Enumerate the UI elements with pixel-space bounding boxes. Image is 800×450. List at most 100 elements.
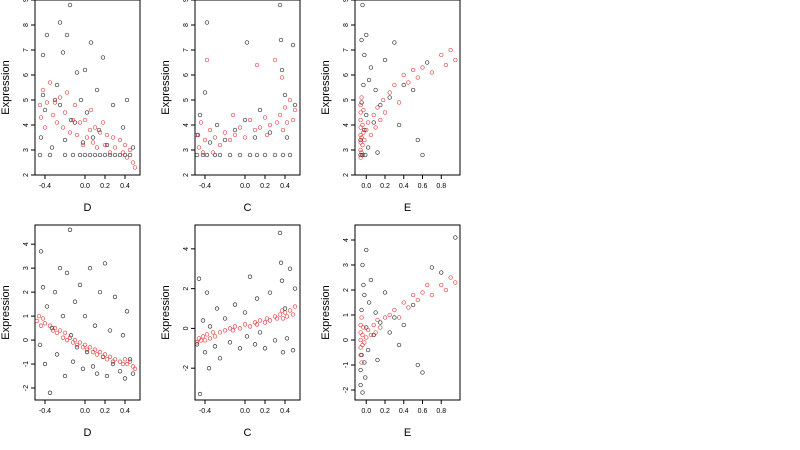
data-point <box>230 112 236 118</box>
data-point <box>102 261 108 266</box>
data-point <box>360 2 365 8</box>
data-point <box>361 130 366 135</box>
data-point <box>364 127 369 133</box>
x-tick-label: 0.0 <box>361 408 371 415</box>
data-point <box>36 313 42 319</box>
data-point <box>257 107 263 113</box>
data-point <box>70 117 76 123</box>
series-red <box>34 313 138 371</box>
plot-frame <box>194 0 301 176</box>
data-point <box>272 57 278 63</box>
data-point <box>358 132 363 138</box>
data-point <box>358 117 363 123</box>
y-tick-label: 6 <box>23 73 30 77</box>
data-point <box>82 342 88 348</box>
data-point <box>54 82 60 88</box>
data-point <box>453 235 458 240</box>
data-point <box>80 140 86 145</box>
data-point <box>72 102 78 108</box>
data-point <box>227 152 233 158</box>
data-point <box>70 152 76 158</box>
data-point <box>262 152 268 158</box>
x-tick-label: -0.4 <box>199 183 211 190</box>
data-point <box>420 152 425 158</box>
data-point <box>196 276 202 281</box>
data-point <box>47 323 53 328</box>
x-tick-label: 0.0 <box>361 183 371 190</box>
data-point <box>373 125 378 130</box>
data-point <box>62 330 68 336</box>
data-point <box>112 357 118 362</box>
data-point <box>94 145 100 150</box>
data-point <box>204 57 210 63</box>
data-point <box>217 330 223 335</box>
series-black <box>358 2 430 158</box>
data-point <box>78 97 84 103</box>
data-point <box>267 122 273 128</box>
data-point <box>362 137 367 143</box>
data-point <box>90 364 96 369</box>
data-point <box>443 62 449 68</box>
data-point <box>52 97 58 103</box>
data-point <box>277 2 283 8</box>
data-point <box>107 152 113 158</box>
data-point <box>37 342 43 348</box>
data-point <box>373 330 378 335</box>
data-point <box>358 322 363 328</box>
data-point <box>204 152 210 158</box>
data-point <box>88 107 94 113</box>
data-point <box>362 292 367 298</box>
data-point <box>204 290 210 295</box>
data-point <box>244 40 250 45</box>
data-point <box>94 371 100 376</box>
data-point <box>358 102 363 108</box>
data-point <box>52 289 58 295</box>
y-tick-label: 4 <box>23 123 30 127</box>
data-point <box>387 90 392 95</box>
data-point <box>362 127 367 133</box>
data-point <box>358 152 363 158</box>
data-point <box>127 147 133 153</box>
data-point <box>50 112 56 118</box>
data-point <box>198 120 204 125</box>
data-point <box>42 107 48 113</box>
panel-top-D: -0.4 0.0 0.2 0.4 2 3 4 5 6 7 8 9 D Expression <box>0 0 141 214</box>
data-point <box>282 306 288 311</box>
data-point <box>82 67 88 73</box>
y-axis-title: Expression <box>160 285 172 339</box>
data-point <box>62 137 68 143</box>
data-point <box>410 67 416 73</box>
data-point <box>64 270 70 276</box>
data-point <box>406 80 411 85</box>
data-point <box>361 107 366 113</box>
data-point <box>222 316 228 321</box>
data-point <box>214 306 220 311</box>
data-point <box>360 262 365 268</box>
series-black <box>194 2 298 158</box>
data-point <box>237 346 243 351</box>
data-point <box>67 227 73 232</box>
data-point <box>52 325 58 331</box>
data-point <box>382 110 388 115</box>
series-black <box>37 2 136 158</box>
data-point <box>364 335 369 340</box>
data-point <box>378 325 383 330</box>
x-tick-label: 0.2 <box>100 408 110 415</box>
data-point <box>217 152 223 158</box>
data-point <box>254 296 260 301</box>
data-point <box>202 350 208 355</box>
data-point <box>257 330 263 335</box>
data-point <box>439 282 444 288</box>
plot-frame <box>194 224 301 401</box>
y-tick-label: 1 <box>23 314 30 318</box>
data-point <box>222 328 228 333</box>
data-point <box>378 102 383 108</box>
y-tick-label: -1 <box>23 361 30 367</box>
data-point <box>237 326 243 331</box>
data-point <box>207 140 213 145</box>
panel-bottom-C: -0.4 0.0 0.2 0.4 -2 0 2 4 C Expression <box>160 224 301 439</box>
data-point <box>57 20 63 25</box>
data-point <box>368 332 374 338</box>
data-point <box>267 318 273 323</box>
data-point <box>40 87 46 93</box>
